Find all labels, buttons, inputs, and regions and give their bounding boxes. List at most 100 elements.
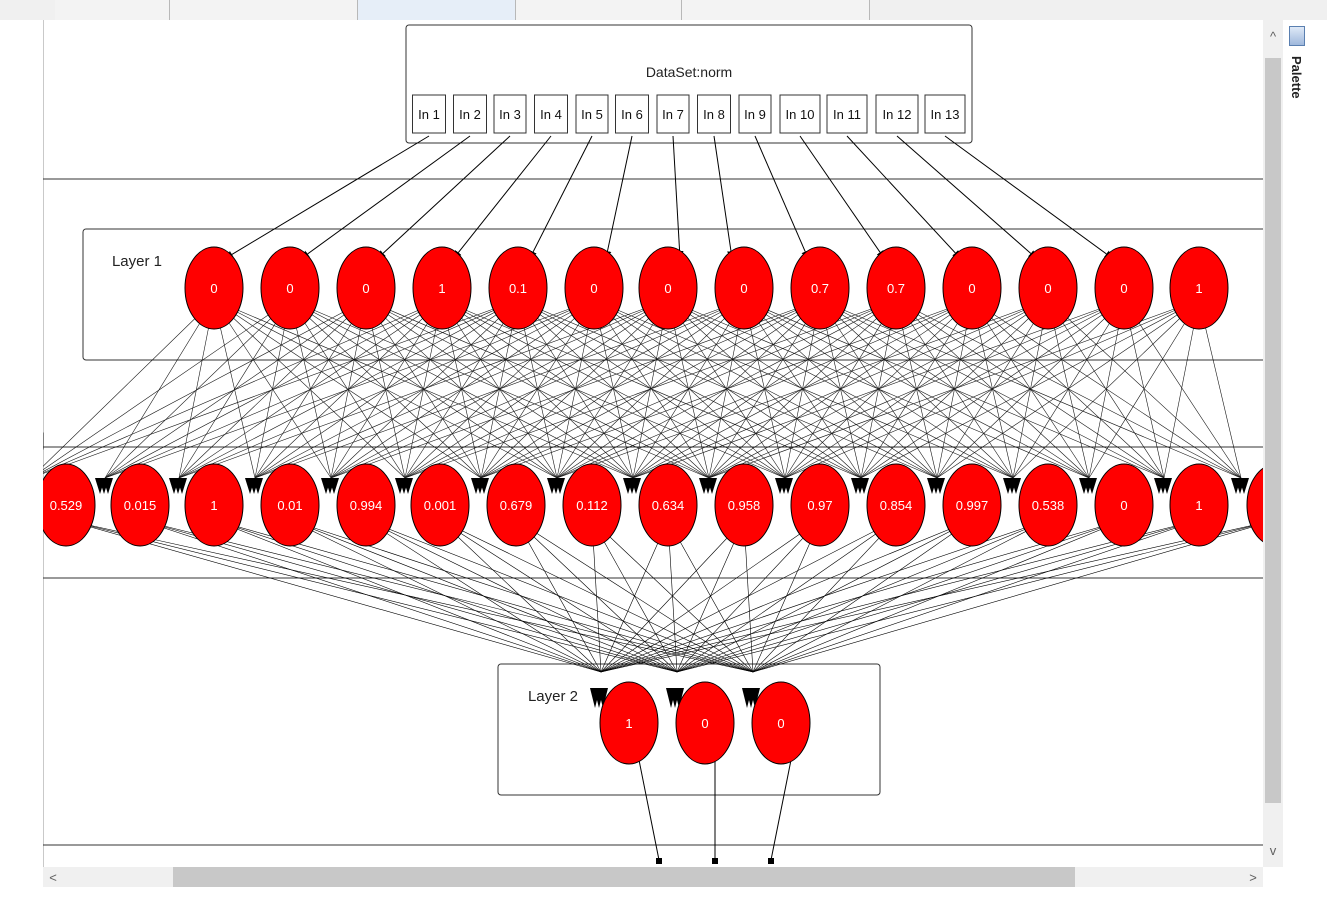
hidden-neuron-value: 0 xyxy=(1120,498,1127,513)
edge-arrowhead xyxy=(103,478,113,494)
edge xyxy=(178,299,291,479)
editor-tab[interactable] xyxy=(170,0,358,20)
side-widget-icon xyxy=(25,458,39,468)
input-edge xyxy=(944,135,1113,259)
edge xyxy=(556,299,1049,479)
dataset-input-node xyxy=(575,94,609,134)
palette-label[interactable]: Palette xyxy=(1289,56,1304,99)
edge-arrowhead xyxy=(750,688,760,708)
palette-icon[interactable] xyxy=(1289,26,1305,46)
dataset-input-label: In 13 xyxy=(931,107,960,122)
editor-tab-active[interactable] xyxy=(358,0,516,20)
edge xyxy=(600,519,821,673)
hidden-neuron-value: 0.529 xyxy=(50,498,83,513)
edge xyxy=(104,299,367,479)
scroll-right-arrow[interactable]: > xyxy=(1249,870,1257,885)
edge xyxy=(600,519,1200,673)
editor-tab[interactable] xyxy=(682,0,870,20)
horizontal-scroll-thumb[interactable] xyxy=(173,867,1075,887)
horizontal-scrollbar[interactable]: < > xyxy=(43,867,1263,887)
edge xyxy=(104,299,215,479)
hidden-neuron xyxy=(562,463,622,547)
edge-arrowhead xyxy=(1011,478,1021,494)
dataset-input-node xyxy=(615,94,649,134)
edge-arrowhead xyxy=(1087,478,1097,494)
layer1-neuron xyxy=(260,246,320,330)
vertical-scrollbar[interactable]: ^ v xyxy=(1263,20,1283,867)
output-edge xyxy=(638,759,660,861)
dataset-input-label: In 7 xyxy=(662,107,684,122)
scroll-up-arrow[interactable]: ^ xyxy=(1269,29,1277,44)
vertical-scroll-thumb[interactable] xyxy=(1265,58,1281,803)
layer1-neuron-value: 0.1 xyxy=(509,281,527,296)
output-terminal xyxy=(656,858,662,864)
palette-panel[interactable]: Palette xyxy=(1285,22,1327,222)
editor-tab[interactable] xyxy=(55,0,170,20)
dataset-input-label: In 8 xyxy=(703,107,725,122)
layer1-neuron xyxy=(714,246,774,330)
edge xyxy=(43,299,519,474)
hidden-neuron xyxy=(1169,463,1229,547)
edge xyxy=(213,299,406,479)
dataset-input-node xyxy=(697,94,731,134)
input-edge xyxy=(529,135,593,259)
input-edge xyxy=(846,135,961,259)
edge-arrowhead xyxy=(674,688,684,708)
edge xyxy=(600,519,897,673)
layer1-neuron xyxy=(1169,246,1229,330)
edge-arrowhead xyxy=(21,478,31,494)
edge xyxy=(1123,299,1242,479)
edge xyxy=(43,299,215,467)
hidden-neuron xyxy=(942,463,1002,547)
dataset-input-label: In 10 xyxy=(786,107,815,122)
layer1-box xyxy=(82,228,1263,361)
layer2-neuron xyxy=(599,681,659,765)
neural-network-diagram: DataSet:norm In 1 In 2 In 3 In 4 In 5 In 6 In 7… xyxy=(21,24,1263,864)
hidden-neuron xyxy=(866,463,926,547)
edge xyxy=(178,299,215,479)
scroll-down-arrow[interactable]: v xyxy=(1269,843,1277,858)
edge xyxy=(600,519,669,673)
output-edge xyxy=(770,759,792,861)
dataset-input-node xyxy=(779,94,821,134)
edge xyxy=(104,299,291,479)
edge xyxy=(1088,299,1200,479)
hidden-neuron xyxy=(1094,463,1154,547)
edge-arrowhead xyxy=(403,478,413,494)
hidden-neuron xyxy=(184,463,244,547)
input-edge xyxy=(799,135,885,259)
layer2-neuron-value: 0 xyxy=(777,716,784,731)
scroll-left-arrow[interactable]: < xyxy=(49,870,57,885)
edge xyxy=(104,299,519,479)
edge xyxy=(178,299,443,479)
edge xyxy=(254,299,595,479)
editor-tab-strip xyxy=(0,0,1327,20)
dataset-input-label: In 9 xyxy=(744,107,766,122)
editor-tab[interactable] xyxy=(516,0,682,20)
dataset-input-node xyxy=(826,94,868,134)
edge xyxy=(480,299,897,479)
dataset-input-label: In 2 xyxy=(459,107,481,122)
edge xyxy=(330,299,745,479)
layer1-label: Layer 1 xyxy=(112,253,162,270)
layer2-neuron-value: 1 xyxy=(625,716,632,731)
edge xyxy=(708,299,1200,479)
dataset-input-node xyxy=(493,94,527,134)
edge xyxy=(1012,299,1200,479)
edge xyxy=(213,519,602,673)
edge xyxy=(515,519,602,673)
edge-arrowhead xyxy=(29,478,39,494)
edge xyxy=(784,299,1200,479)
layer1-neuron-value: 0.7 xyxy=(887,281,905,296)
hidden-neuron-value: 0.015 xyxy=(124,498,157,513)
edge xyxy=(708,299,1125,479)
hidden-neuron xyxy=(1018,463,1078,547)
edge xyxy=(65,519,678,673)
layer1-neuron-value: 0 xyxy=(1120,281,1127,296)
layer1-neuron-value: 0 xyxy=(210,281,217,296)
dataset-input-node xyxy=(534,94,568,134)
dataset-input-node xyxy=(453,94,487,134)
edge-arrowhead xyxy=(859,478,869,494)
edge xyxy=(289,299,406,479)
layer1-neuron-value: 1 xyxy=(1195,281,1202,296)
